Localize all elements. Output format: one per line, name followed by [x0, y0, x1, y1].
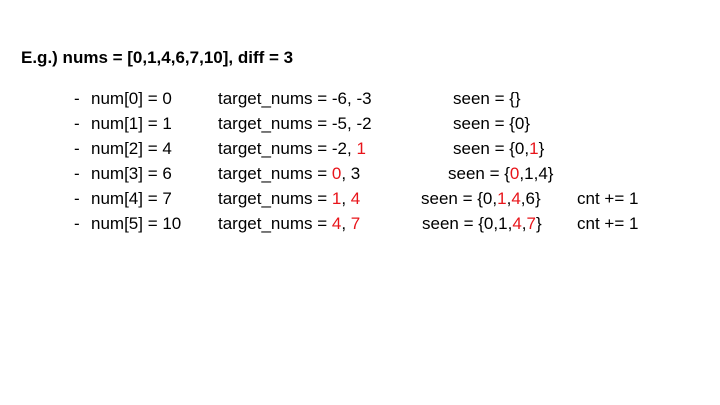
seen-item: 1	[497, 189, 507, 208]
list-item: - num[4] = 7 target_nums = 1, 4 seen = {0,1…	[0, 189, 720, 211]
seen-prefix: seen = {	[453, 89, 515, 108]
seen-suffix: }	[524, 114, 531, 133]
seen-suffix: }	[547, 164, 554, 183]
list-item: - num[3] = 6 target_nums = 0, 3 seen = {0,1…	[0, 164, 720, 186]
seen-item: 6	[525, 189, 535, 208]
seen-item: 7	[526, 214, 536, 233]
seen-item: 4	[512, 214, 522, 233]
seen-prefix: seen = {	[448, 164, 510, 183]
target-separator: ,	[341, 214, 351, 233]
target-nums: target_nums = 4, 7	[218, 214, 360, 234]
target-prefix: target_nums =	[218, 114, 332, 133]
seen-comma: ,	[520, 189, 526, 208]
seen-item: 0	[514, 114, 525, 133]
seen-set: seen = {0,1,4}	[448, 164, 553, 184]
num-label: num[3] = 6	[91, 164, 172, 183]
target-value-b: 3	[350, 164, 361, 183]
num-label: num[0] = 0	[91, 89, 172, 108]
seen-set: seen = {0,1,4,6}	[421, 189, 541, 209]
target-prefix: target_nums =	[218, 189, 332, 208]
num-label: num[1] = 1	[91, 114, 172, 133]
target-value-a: 0	[331, 164, 342, 183]
num-label: num[2] = 4	[91, 139, 172, 158]
seen-suffix: }	[535, 189, 541, 208]
seen-set: seen = {}	[453, 89, 521, 109]
seen-item: 0	[509, 164, 520, 183]
seen-item: 0	[482, 189, 493, 208]
seen-prefix: seen = {	[422, 214, 484, 233]
seen-item: 0	[483, 214, 494, 233]
list-item: - num[0] = 0 target_nums = -6, -3 seen = {}	[0, 89, 720, 111]
target-value-b: -2	[356, 114, 372, 133]
seen-prefix: seen = {	[453, 114, 515, 133]
seen-prefix: seen = {	[421, 189, 483, 208]
target-separator: ,	[341, 189, 351, 208]
seen-comma: ,	[533, 164, 539, 183]
cnt-increment: cnt += 1	[577, 214, 639, 233]
target-nums: target_nums = -5, -2	[218, 114, 372, 134]
target-value-a: 4	[331, 214, 342, 233]
seen-comma: ,	[521, 214, 527, 233]
seen-item: 4	[511, 189, 521, 208]
target-value-a: 1	[331, 189, 342, 208]
target-prefix: target_nums =	[218, 139, 332, 158]
target-value-a: -6	[331, 89, 347, 108]
target-value-a: -5	[331, 114, 347, 133]
seen-comma: ,	[507, 214, 513, 233]
seen-set: seen = {0,1}	[453, 139, 544, 159]
seen-item: 1	[529, 139, 539, 158]
num-label: num[5] = 10	[91, 214, 182, 233]
seen-comma: ,	[493, 214, 499, 233]
target-separator: ,	[347, 114, 357, 133]
seen-comma: ,	[492, 189, 498, 208]
list-item: - num[1] = 1 target_nums = -5, -2 seen = {0…	[0, 114, 720, 136]
bullet-dash: -	[74, 214, 80, 233]
target-separator: ,	[347, 139, 357, 158]
num-label: num[4] = 7	[91, 189, 172, 208]
seen-set: seen = {0}	[453, 114, 530, 134]
bullet-dash: -	[74, 189, 80, 208]
seen-prefix: seen = {	[453, 139, 515, 158]
target-value-a: -2	[331, 139, 347, 158]
target-prefix: target_nums =	[218, 214, 332, 233]
bullet-dash: -	[74, 114, 80, 133]
seen-item: 1	[498, 214, 508, 233]
list-item: - num[5] = 10 target_nums = 4, 7 seen = {0,…	[0, 214, 720, 236]
cnt-increment: cnt += 1	[577, 189, 639, 208]
seen-comma: ,	[506, 189, 512, 208]
bullet-dash: -	[74, 139, 80, 158]
target-separator: ,	[347, 89, 357, 108]
bullet-dash: -	[74, 164, 80, 183]
seen-item: 4	[538, 164, 548, 183]
target-value-b: 1	[356, 139, 366, 158]
seen-set: seen = {0,1,4,7}	[422, 214, 542, 234]
target-value-b: -3	[356, 89, 372, 108]
target-value-b: 7	[350, 214, 361, 233]
target-nums: target_nums = -2, 1	[218, 139, 366, 159]
list-item: - num[2] = 4 target_nums = -2, 1 seen = {0,…	[0, 139, 720, 161]
target-nums: target_nums = 0, 3	[218, 164, 360, 184]
bullet-dash: -	[74, 89, 80, 108]
seen-suffix: }	[514, 89, 521, 108]
seen-suffix: }	[538, 139, 545, 158]
target-nums: target_nums = 1, 4	[218, 189, 360, 209]
target-separator: ,	[341, 164, 351, 183]
seen-comma: ,	[519, 164, 525, 183]
seen-item: 0	[514, 139, 525, 158]
example-title: E.g.) nums = [0,1,4,6,7,10], diff = 3	[21, 48, 294, 67]
target-nums: target_nums = -6, -3	[218, 89, 372, 109]
target-value-b: 4	[350, 189, 361, 208]
seen-item: 1	[524, 164, 534, 183]
target-prefix: target_nums =	[218, 89, 332, 108]
seen-comma: ,	[524, 139, 530, 158]
target-prefix: target_nums =	[218, 164, 332, 183]
seen-suffix: }	[536, 214, 542, 233]
